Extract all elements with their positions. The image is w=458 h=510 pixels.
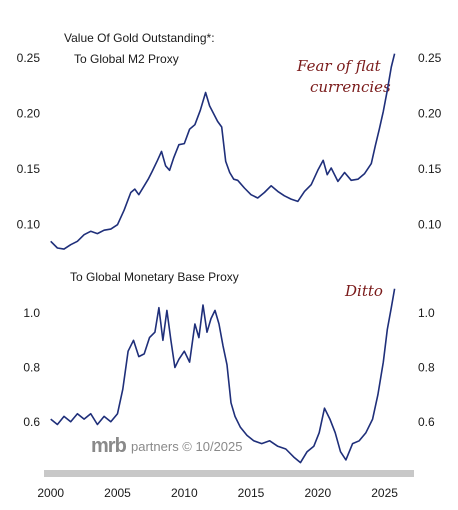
annotation-top-line1: Fear of flat: [296, 57, 382, 75]
xtick-2025: 2025: [371, 486, 398, 500]
top-ytick-right-0.15: 0.15: [418, 162, 442, 176]
series-line-m2: [50, 53, 396, 250]
bottom-ytick-left-1.0: 1.0: [23, 306, 40, 320]
top-ytick-right-0.10: 0.10: [418, 218, 442, 232]
top-ytick-left-0.20: 0.20: [17, 107, 41, 121]
xtick-2020: 2020: [304, 486, 331, 500]
bottom-ytick-left-0.6: 0.6: [23, 415, 40, 429]
bottom-ytick-right-0.8: 0.8: [418, 361, 435, 375]
xtick-2000: 2000: [37, 486, 64, 500]
xtick-2010: 2010: [171, 486, 198, 500]
top-ytick-left-0.25: 0.25: [17, 51, 41, 65]
panel-bottom-monetary-base: To Global Monetary Base Proxy Ditto 0.6 0…: [23, 270, 435, 464]
annotation-bottom: Ditto: [344, 282, 383, 300]
bottom-ytick-right-0.6: 0.6: [418, 415, 435, 429]
xtick-2015: 2015: [238, 486, 265, 500]
bottom-ytick-left-0.8: 0.8: [23, 361, 40, 375]
bottom-ytick-right-1.0: 1.0: [418, 306, 435, 320]
watermark-text: partners © 10/2025: [131, 439, 242, 454]
watermark-logo: mrb: [91, 435, 127, 457]
panel-top-m2: Value Of Gold Outstanding*: To Global M2…: [17, 31, 442, 250]
panel-top-subtitle: To Global M2 Proxy: [74, 52, 179, 66]
top-ytick-right-0.20: 0.20: [418, 107, 442, 121]
xtick-2005: 2005: [104, 486, 131, 500]
series-line-monetary-base: [50, 288, 396, 464]
top-ytick-left-0.10: 0.10: [17, 218, 41, 232]
x-axis-bar: [44, 470, 414, 477]
panel-bottom-subtitle: To Global Monetary Base Proxy: [70, 270, 239, 284]
watermark: mrb partners © 10/2025: [91, 435, 242, 457]
top-ytick-left-0.15: 0.15: [17, 162, 41, 176]
top-ytick-right-0.25: 0.25: [418, 51, 442, 65]
chart-title: Value Of Gold Outstanding*:: [64, 31, 215, 45]
annotation-top-line2: currencies: [310, 78, 391, 96]
